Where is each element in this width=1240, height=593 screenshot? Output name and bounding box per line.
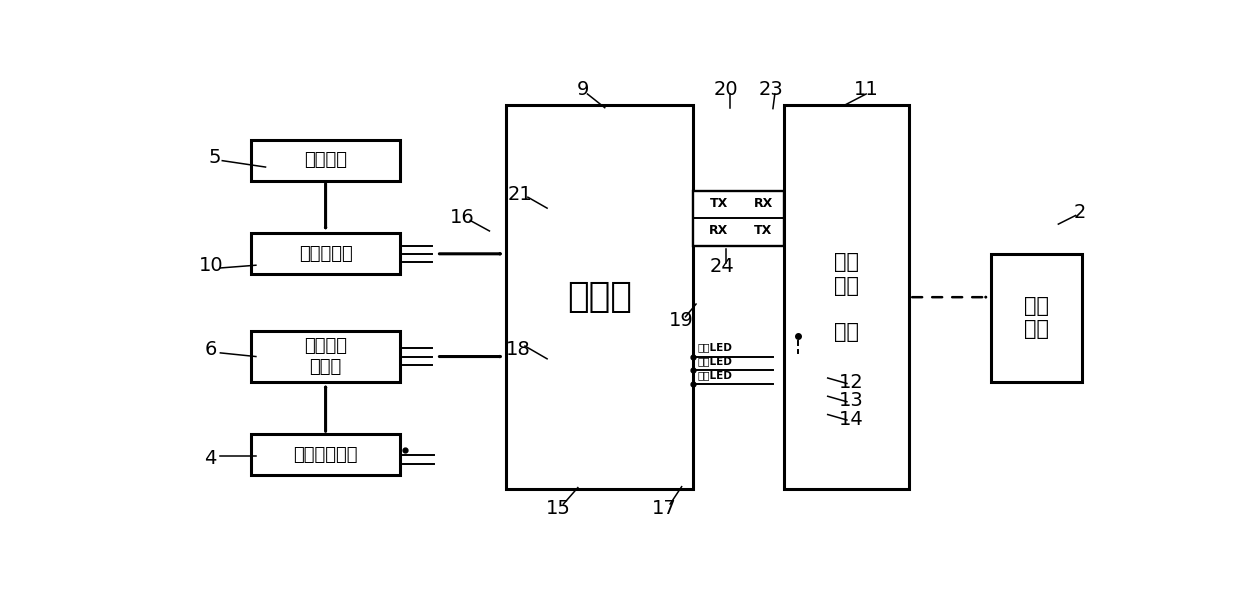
Text: 10: 10	[198, 256, 223, 275]
Bar	[250, 331, 401, 382]
Bar	[250, 233, 401, 275]
Text: 蓝牙
通讯

模块: 蓝牙 通讯 模块	[835, 253, 859, 342]
Text: 磁性元件: 磁性元件	[304, 151, 347, 169]
Bar	[506, 106, 693, 489]
Text: 2: 2	[1074, 203, 1086, 222]
Text: 23: 23	[759, 80, 784, 99]
Text: 信号发射装置: 信号发射装置	[294, 446, 358, 464]
Text: 17: 17	[652, 499, 677, 518]
Bar	[250, 434, 401, 475]
Text: 5: 5	[208, 148, 221, 167]
Text: 19: 19	[670, 311, 694, 330]
Text: 24: 24	[709, 257, 734, 276]
Text: 12: 12	[839, 373, 864, 392]
Text: RX: RX	[754, 197, 773, 210]
Text: 4: 4	[205, 449, 217, 468]
Text: 14: 14	[839, 410, 864, 429]
Text: 13: 13	[839, 391, 864, 410]
Text: TX: TX	[709, 197, 728, 210]
Text: 16: 16	[450, 208, 475, 227]
Text: 绿色LED: 绿色LED	[697, 342, 732, 352]
Text: 黄色LED: 黄色LED	[697, 356, 732, 366]
Text: 单片机: 单片机	[567, 280, 632, 314]
Bar	[785, 106, 909, 489]
Text: 18: 18	[506, 340, 531, 359]
Text: 20: 20	[713, 80, 738, 99]
Text: TX: TX	[754, 224, 773, 237]
Text: 21: 21	[508, 185, 532, 204]
Bar	[991, 254, 1083, 382]
Text: 磁敏传感器: 磁敏传感器	[299, 245, 352, 263]
Text: 红色LED: 红色LED	[697, 370, 732, 380]
Bar	[693, 191, 785, 246]
Text: RX: RX	[709, 224, 728, 237]
Text: 15: 15	[546, 499, 572, 518]
Bar	[250, 140, 401, 181]
Text: 11: 11	[854, 80, 878, 99]
Text: 6: 6	[205, 340, 217, 359]
Text: 9: 9	[577, 80, 589, 99]
Text: 红外接收
传感器: 红外接收 传感器	[304, 337, 347, 376]
Text: 用户
终端: 用户 终端	[1024, 296, 1049, 339]
